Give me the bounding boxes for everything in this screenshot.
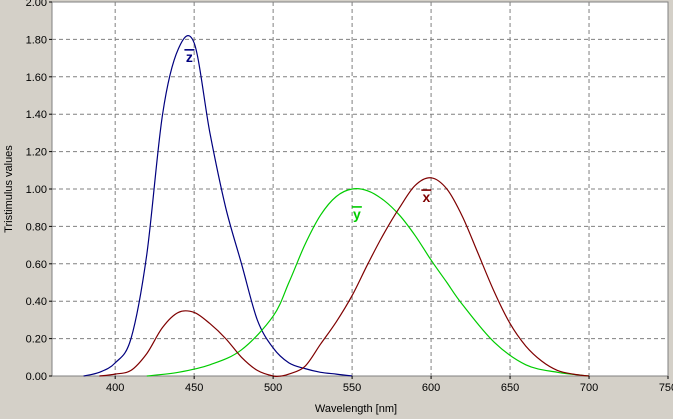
series-line-z [83,35,353,377]
x-tick-label: 600 [422,382,440,394]
series-label-y: y [353,206,361,222]
y-tick-label: 1.40 [26,109,47,121]
y-tick-label: 0.20 [26,334,47,346]
series-label-x: x [422,189,430,205]
series-line-x [99,177,590,378]
y-tick-label: 1.20 [26,147,47,159]
x-tick-label: 750 [659,382,673,394]
series-layer [83,35,590,378]
x-tick-label: 400 [106,382,124,394]
y-tick-label: 1.60 [26,72,47,84]
y-tick-label: 0.40 [26,296,47,308]
x-tick-label: 450 [185,382,203,394]
y-tick-label: 1.00 [26,184,47,196]
x-tick-label: 550 [343,382,361,394]
x-axis-ticks: 400 450 500 550 600 650 700 750 [106,376,673,394]
y-tick-label: 2.00 [26,0,47,9]
y-tick-label: 0.80 [26,221,47,233]
y-tick-label: 1.80 [26,34,47,46]
x-tick-label: 700 [580,382,598,394]
y-axis-label: Tristimulus values [3,145,15,233]
x-tick-label: 650 [501,382,519,394]
y-tick-label: 0.60 [26,259,47,271]
x-axis-label: Wavelength [nm] [315,403,397,415]
y-tick-label: 0.00 [26,371,47,383]
x-tick-label: 500 [264,382,282,394]
series-line-y [146,188,590,377]
series-label-z: z [186,49,193,65]
series-annotations: z y x [184,49,432,222]
y-axis-ticks: 0.00 0.20 0.40 0.60 0.80 1.00 1.20 1.40 1.60 1.80… [26,0,52,383]
